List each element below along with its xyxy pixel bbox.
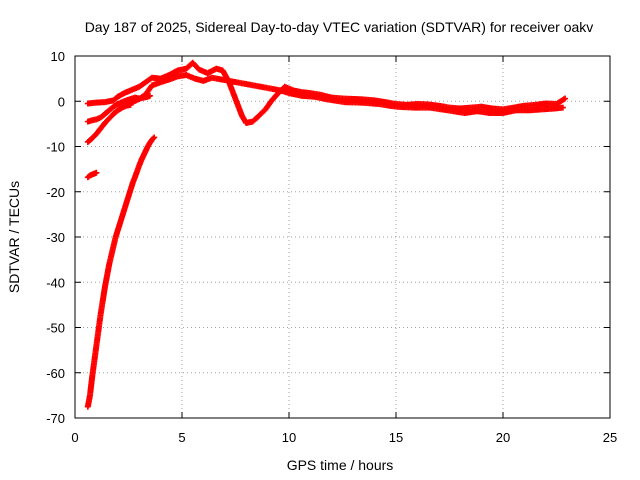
y-tick-label: -70 (46, 411, 65, 426)
data-point (151, 134, 158, 141)
x-tick-label: 0 (71, 430, 78, 445)
x-tick-label: 5 (178, 430, 185, 445)
data-point (150, 135, 157, 142)
y-tick-label: -50 (46, 321, 65, 336)
x-tick-label: 20 (496, 430, 510, 445)
y-tick-label: -10 (46, 140, 65, 155)
series-short-cluster (84, 169, 100, 181)
x-tick-label: 10 (282, 430, 296, 445)
data-points (84, 59, 569, 410)
grid-lines (75, 56, 610, 418)
series-main-trace-upper (84, 59, 569, 126)
data-point (559, 104, 566, 111)
x-tick-label: 15 (389, 430, 403, 445)
series-main-trace-lower (127, 72, 566, 117)
y-tick-label: -60 (46, 366, 65, 381)
x-axis-label: GPS time / hours (287, 457, 394, 473)
y-tick-label: 10 (51, 49, 65, 64)
y-tick-label: -20 (46, 185, 65, 200)
series-steep-descent (84, 134, 158, 410)
data-point (146, 92, 153, 99)
x-axis: 0 5 10 15 20 25 (71, 56, 617, 445)
chart-title: Day 187 of 2025, Sidereal Day-to-day VTE… (85, 19, 594, 35)
data-point (562, 95, 569, 102)
y-tick-label: 0 (58, 94, 65, 109)
y-tick-label: -40 (46, 275, 65, 290)
series-early-arc-a (84, 92, 153, 125)
x-tick-label: 25 (603, 430, 617, 445)
y-axis-label: SDTVAR / TECUs (6, 181, 22, 293)
y-tick-label: -30 (46, 230, 65, 245)
data-point (93, 169, 100, 176)
y-axis: 10 0 -10 -20 -30 -40 -50 -60 -70 (46, 49, 610, 426)
series-early-arc-b (84, 101, 134, 145)
data-point (127, 101, 134, 108)
